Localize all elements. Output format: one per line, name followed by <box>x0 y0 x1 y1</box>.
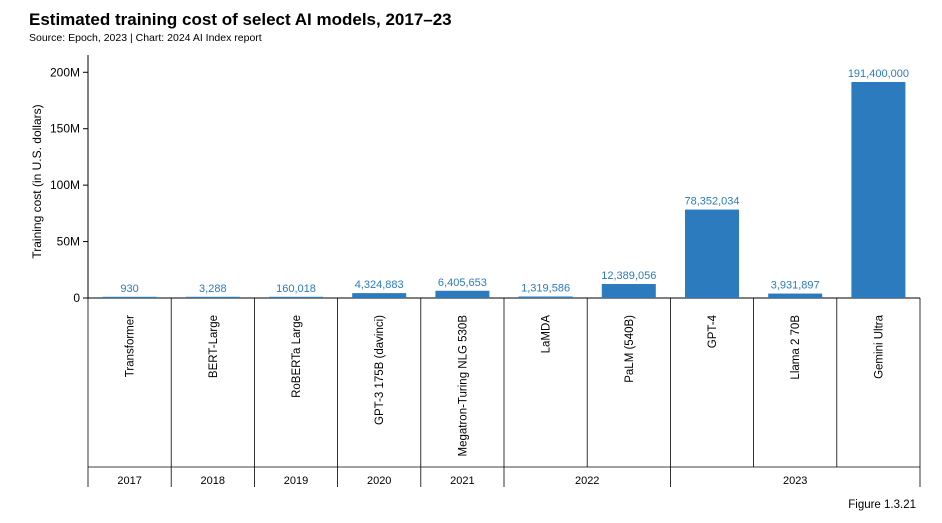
value-label: 1,319,586 <box>521 283 570 295</box>
y-tick-label: 50M <box>57 235 80 249</box>
bar-7 <box>601 284 656 298</box>
y-tick-label: 150M <box>50 122 80 136</box>
y-tick-label: 200M <box>50 65 80 79</box>
bar-2 <box>185 296 240 298</box>
category-label: BERT-Large <box>208 315 220 378</box>
value-label: 3,288 <box>199 283 227 295</box>
y-tick-label: 100M <box>50 178 80 192</box>
y-axis-label: Training cost (in U.S. dollars) <box>30 104 44 258</box>
bar-9 <box>768 293 823 298</box>
bar-5 <box>435 290 490 298</box>
value-label: 3,931,897 <box>771 280 820 292</box>
figure-label: Figure 1.3.21 <box>848 499 916 511</box>
year-label: 2023 <box>783 475 807 487</box>
category-label: LaMDA <box>541 315 553 354</box>
year-label: 2020 <box>367 475 391 487</box>
year-label: 2021 <box>450 475 474 487</box>
value-label: 6,405,653 <box>438 277 487 289</box>
bar-8 <box>685 209 739 298</box>
category-label: RoBERTa Large <box>291 315 303 398</box>
y-tick-label: 0 <box>73 291 80 305</box>
value-label: 4,324,883 <box>355 279 404 291</box>
chart-subtitle: Source: Epoch, 2023 | Chart: 2024 AI Ind… <box>29 32 262 44</box>
bar-4 <box>352 293 407 298</box>
year-label: 2022 <box>575 475 599 487</box>
bar-10 <box>851 81 906 299</box>
value-label: 191,400,000 <box>848 68 909 80</box>
bar-1 <box>102 296 157 298</box>
chart-title: Estimated training cost of select AI mod… <box>29 10 452 29</box>
bar-3 <box>269 296 323 298</box>
year-label: 2019 <box>284 475 308 487</box>
category-label: PaLM (540B) <box>624 315 636 383</box>
year-label: 2017 <box>117 475 141 487</box>
value-label: 12,389,056 <box>601 270 656 282</box>
year-label: 2018 <box>201 475 225 487</box>
category-label: Gemini Ultra <box>873 314 885 379</box>
value-label: 930 <box>120 283 138 295</box>
category-label: GPT-3 175B (davinci) <box>374 315 386 425</box>
category-label: Megatron-Turing NLG 530B <box>457 315 469 457</box>
category-label: GPT-4 <box>707 314 719 348</box>
bar-6 <box>518 296 573 298</box>
value-label: 160,018 <box>276 283 316 295</box>
category-label: Llama 2 70B <box>790 315 802 380</box>
value-label: 78,352,034 <box>684 196 739 208</box>
category-label: Transformer <box>125 315 137 377</box>
